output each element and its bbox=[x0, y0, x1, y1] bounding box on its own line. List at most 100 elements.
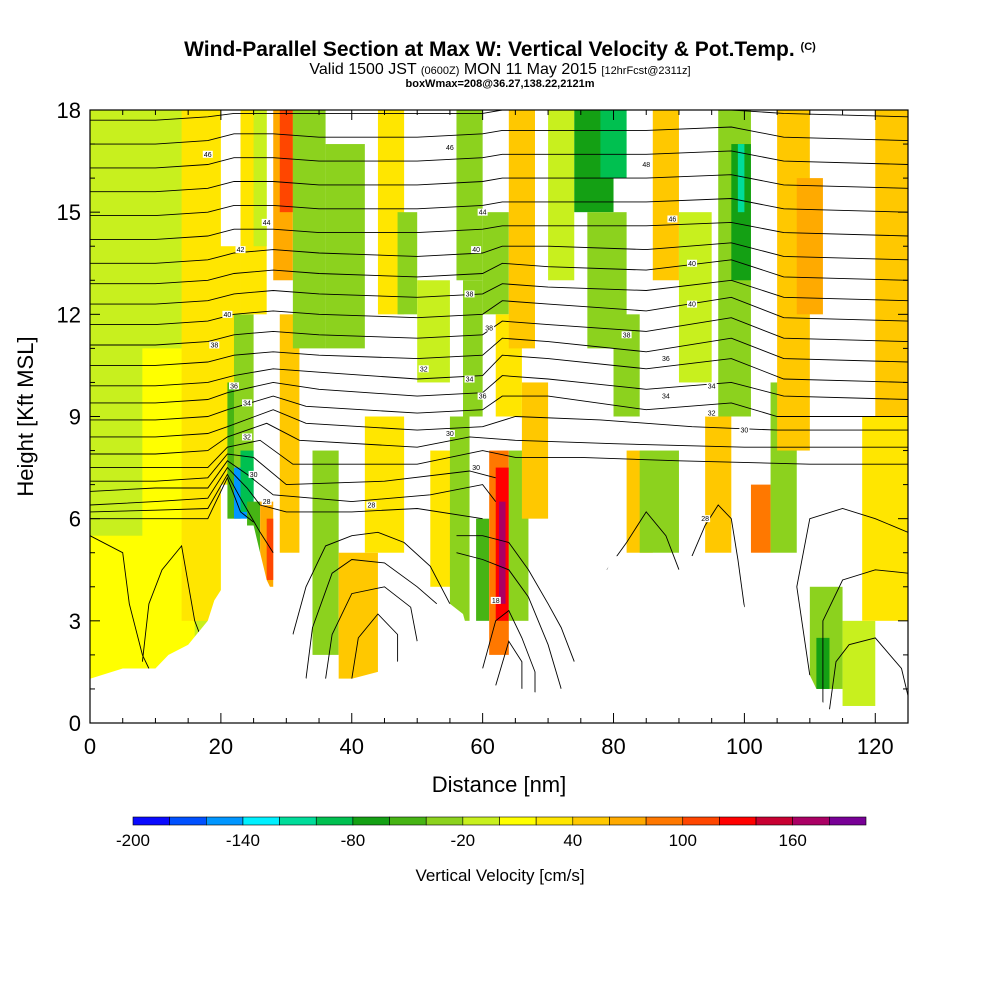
theta-contour bbox=[691, 504, 745, 608]
theta-contour bbox=[90, 460, 497, 503]
colorbar-swatch bbox=[279, 816, 317, 826]
colorbar-swatch bbox=[535, 816, 574, 826]
contour-label-bg bbox=[484, 324, 495, 332]
theta-contour bbox=[90, 453, 496, 486]
contour-label: 28 bbox=[263, 499, 271, 506]
contour-label-bg bbox=[228, 382, 239, 390]
velocity-cell bbox=[842, 620, 876, 706]
velocity-cell bbox=[456, 110, 483, 281]
theta-contour bbox=[90, 198, 908, 217]
theta-contour bbox=[90, 422, 908, 455]
theta-contour bbox=[90, 150, 908, 169]
contour-label-bg bbox=[366, 501, 377, 509]
x-axis-label: Distance [nm] bbox=[432, 772, 567, 797]
velocity-cell bbox=[279, 110, 293, 213]
chart-title-main: Wind-Parallel Section at Max W: Vertical… bbox=[184, 38, 795, 61]
velocity-cell bbox=[240, 450, 254, 512]
theta-contour bbox=[456, 535, 575, 662]
y-tick-label: 12 bbox=[57, 302, 81, 327]
x-tick-label: 80 bbox=[601, 734, 625, 759]
contour-label-bg bbox=[660, 392, 671, 400]
colorbar-tick-label: 100 bbox=[669, 831, 697, 850]
colorbar-tick-label: -20 bbox=[451, 831, 476, 850]
y-tick-label: 3 bbox=[69, 609, 81, 634]
theta-contour bbox=[90, 221, 908, 240]
velocity-cell bbox=[397, 212, 418, 315]
velocity-cell bbox=[325, 144, 365, 349]
theta-contour bbox=[141, 544, 202, 662]
theta-contour bbox=[90, 337, 908, 366]
theta-contour bbox=[325, 586, 418, 679]
contour-label-bg bbox=[700, 515, 711, 523]
contour-label-bg bbox=[641, 160, 652, 168]
theta-contour bbox=[829, 637, 908, 710]
contour-label-bg bbox=[687, 259, 698, 267]
contour-label-bg bbox=[660, 355, 671, 363]
theta-contour bbox=[495, 640, 523, 689]
contour-label: 48 bbox=[642, 162, 650, 169]
contour-label: 44 bbox=[479, 210, 487, 217]
colorbar-label: Vertical Velocity [cm/s] bbox=[415, 866, 584, 885]
velocity-cell bbox=[875, 110, 908, 417]
contour-label-bg bbox=[248, 470, 259, 478]
contour-label-bg bbox=[464, 290, 475, 298]
contour-label: 18 bbox=[492, 598, 500, 605]
colorbar-tick-label: -200 bbox=[116, 831, 150, 850]
velocity-cell bbox=[279, 314, 300, 553]
theta-contour bbox=[90, 375, 908, 404]
contour-label: 30 bbox=[472, 465, 480, 472]
velocity-cell bbox=[652, 110, 679, 281]
contour-label-bg bbox=[202, 150, 213, 158]
theta-contours bbox=[90, 110, 908, 710]
colorbar-swatch bbox=[645, 816, 684, 826]
contour-label-bg bbox=[739, 426, 750, 434]
subtitle-date: MON 11 May 2015 bbox=[463, 61, 597, 78]
contour-label-bg bbox=[687, 300, 698, 308]
y-tick-label: 15 bbox=[57, 200, 81, 225]
colorbar-swatch bbox=[755, 816, 793, 826]
x-tick-label: 120 bbox=[857, 734, 894, 759]
contour-label: 40 bbox=[224, 312, 232, 319]
theta-contour bbox=[90, 354, 908, 387]
colorbar-swatch bbox=[462, 816, 500, 826]
terrain bbox=[90, 525, 908, 723]
velocity-cell bbox=[639, 450, 679, 553]
contour-label-bg bbox=[235, 246, 246, 254]
contour-label-bg bbox=[477, 392, 488, 400]
contour-label: 36 bbox=[662, 356, 670, 363]
theta-contour bbox=[90, 535, 150, 669]
contour-label-bg bbox=[490, 596, 501, 604]
velocity-cell bbox=[521, 382, 549, 519]
velocity-cell bbox=[266, 518, 274, 580]
colorbar-swatch bbox=[572, 816, 610, 826]
contour-label: 34 bbox=[243, 400, 251, 407]
colorbar-swatch bbox=[242, 816, 280, 826]
contour-label: 46 bbox=[446, 145, 454, 152]
contour-label: 28 bbox=[701, 516, 709, 523]
chart-title: Wind-Parallel Section at Max W: Vertical… bbox=[0, 38, 1000, 62]
colorbar-swatch bbox=[499, 816, 537, 826]
theta-contour bbox=[351, 613, 399, 679]
contour-label-bg bbox=[477, 208, 488, 216]
theta-contour bbox=[456, 552, 562, 690]
theta-contour bbox=[90, 126, 908, 145]
theta-contour bbox=[90, 259, 908, 285]
x-tick-label: 0 bbox=[84, 734, 96, 759]
colorbar-swatch bbox=[206, 816, 244, 826]
contour-label-bg bbox=[261, 498, 272, 506]
contour-label: 34 bbox=[662, 394, 670, 401]
contour-label: 32 bbox=[243, 434, 251, 441]
contour-label: 38 bbox=[210, 342, 218, 349]
contour-label: 30 bbox=[250, 472, 258, 479]
subtitle-valid: Valid 1500 JST bbox=[309, 61, 417, 78]
velocity-cell bbox=[678, 212, 712, 383]
velocity-cell bbox=[600, 110, 627, 179]
contour-label: 30 bbox=[446, 431, 454, 438]
contour-label-bg bbox=[222, 310, 233, 318]
theta-contour bbox=[292, 531, 451, 635]
contour-label-bg bbox=[242, 433, 253, 441]
contour-label-bg bbox=[471, 246, 482, 254]
subtitle-forecast: [12hrFcst@2311z] bbox=[601, 65, 691, 77]
contour-label: 38 bbox=[485, 325, 493, 332]
